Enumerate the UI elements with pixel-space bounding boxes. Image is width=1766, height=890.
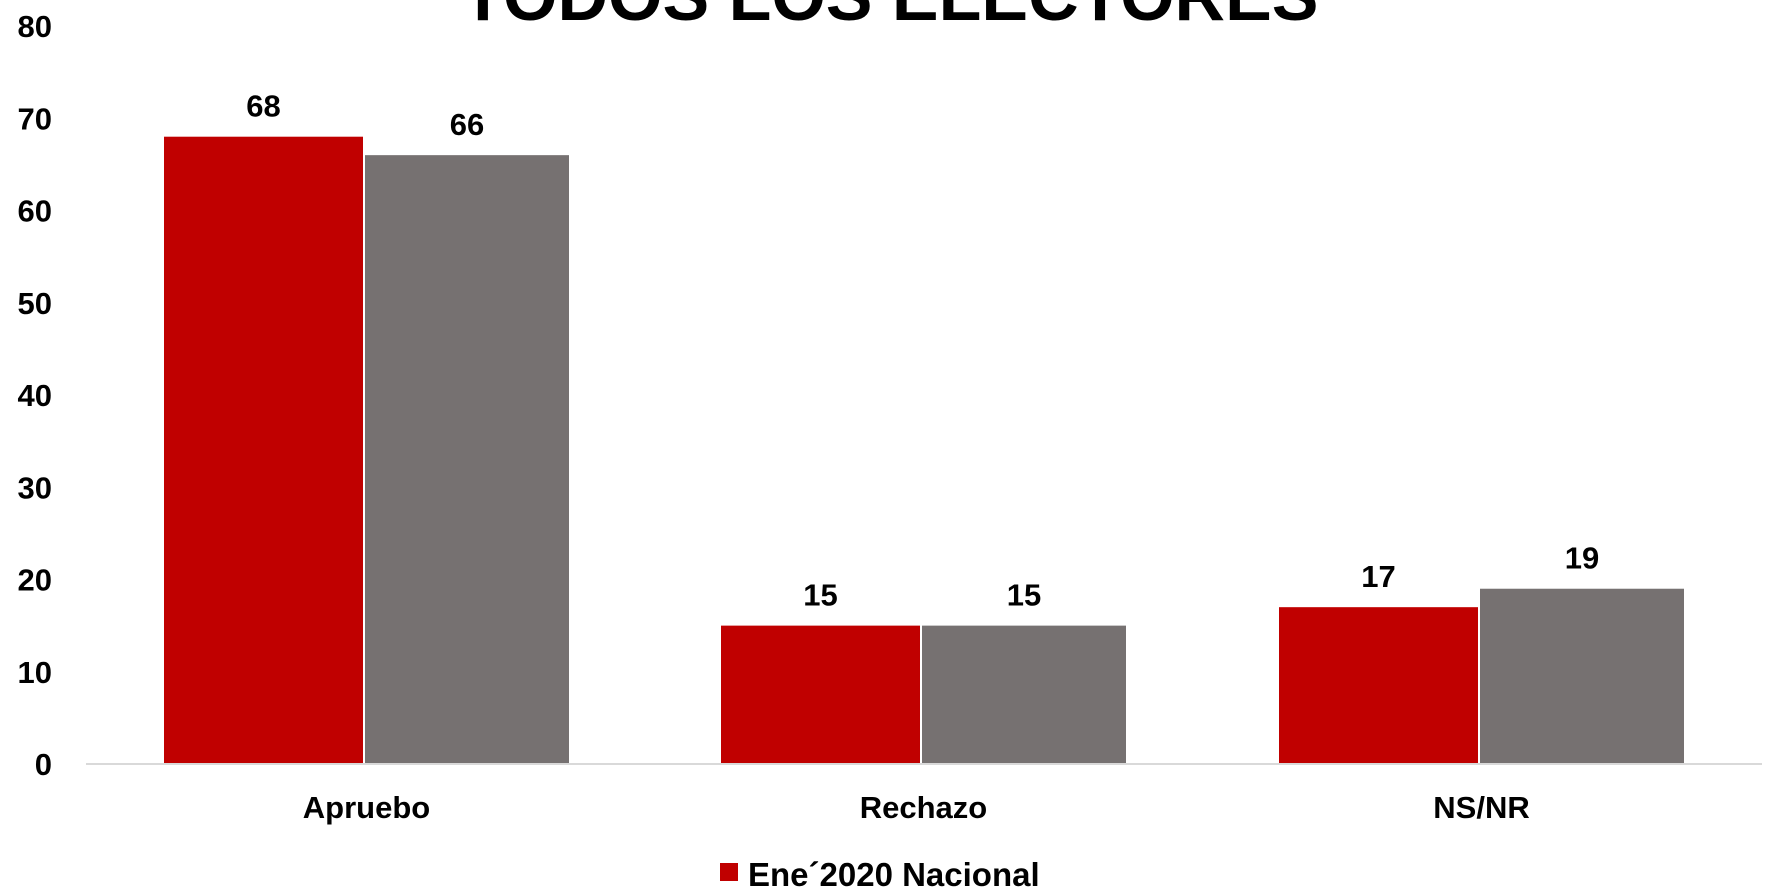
- bar-rechazo-series-0: [721, 625, 920, 764]
- y-axis-ticks: 0 10 20 30 40 50 60 70 80: [18, 9, 52, 782]
- x-category-label: NS/NR: [1433, 790, 1529, 825]
- chart-title: TODOS LOS ELECTORES: [462, 0, 1319, 35]
- data-label: 15: [803, 578, 837, 613]
- value-labels: 68 66 15 15 17 19: [246, 89, 1599, 613]
- y-tick-label: 0: [35, 747, 52, 782]
- data-label: 19: [1565, 541, 1599, 576]
- data-label: 17: [1361, 559, 1395, 594]
- y-tick-label: 50: [18, 286, 52, 321]
- y-tick-label: 60: [18, 194, 52, 229]
- bars: [164, 136, 1684, 764]
- bar-ns-nr-series-0: [1279, 607, 1478, 764]
- legend: Ene´2020 Nacional: [720, 856, 1040, 890]
- category-labels: Apruebo Rechazo NS/NR: [303, 790, 1530, 825]
- y-tick-label: 40: [18, 378, 52, 413]
- bar-ns-nr-series-1: [1480, 588, 1684, 764]
- bar-apruebo-series-0: [164, 136, 363, 764]
- bar-apruebo-series-1: [365, 155, 569, 764]
- data-label: 68: [246, 89, 280, 124]
- legend-swatch: [720, 863, 738, 881]
- data-label: 15: [1007, 578, 1041, 613]
- x-category-label: Rechazo: [860, 790, 987, 825]
- y-tick-label: 70: [18, 101, 52, 136]
- y-tick-label: 30: [18, 470, 52, 505]
- legend-label: Ene´2020 Nacional: [748, 856, 1040, 890]
- bar-rechazo-series-1: [922, 625, 1126, 764]
- y-tick-label: 20: [18, 563, 52, 598]
- y-tick-label: 80: [18, 9, 52, 44]
- data-label: 66: [450, 107, 484, 142]
- y-tick-label: 10: [18, 655, 52, 690]
- x-category-label: Apruebo: [303, 790, 430, 825]
